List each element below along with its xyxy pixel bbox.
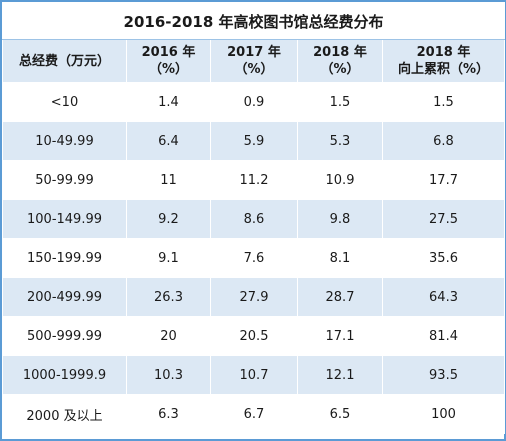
row-label: <10 [2,82,127,122]
table-cell: 9.1 [126,238,211,278]
table-row: 50-99.99 11 11.2 10.9 17.7 [2,160,506,200]
column-header-1-line-0: 2016 年 [141,45,196,60]
table-cell: 35.6 [381,238,506,278]
table-cell: 6.7 [210,394,298,434]
table-cell: 26.3 [126,277,211,317]
column-header-1: 2016 年 （%） [126,39,211,83]
table-cell: 17.1 [297,316,383,356]
table-cell: 28.7 [297,277,383,317]
table-cell: 17.7 [381,160,506,200]
table-cell: 9.2 [126,199,211,239]
table-cell: 1.5 [381,82,506,122]
table-cell: 6.5 [297,394,383,434]
column-header-3: 2018 年 （%） [297,39,383,83]
table-cell: 10.7 [210,355,298,395]
column-header-0: 总经费（万元） [2,39,127,83]
column-header-1-line-1: （%） [148,62,189,77]
table-cell: 11.2 [210,160,298,200]
table-cell: 93.5 [381,355,506,395]
table-cell: 64.3 [381,277,506,317]
table-cell: 6.8 [381,121,506,161]
column-header-3-line-1: （%） [320,62,360,77]
table-row: 2000 及以上 6.3 6.7 6.5 100 [2,394,506,434]
table-cell: 20 [126,316,211,356]
table-cell: 12.1 [297,355,383,395]
row-label: 200-499.99 [2,277,127,317]
table-cell: 0.9 [210,82,298,122]
table-cell: 27.9 [210,277,298,317]
table-cell: 20.5 [210,316,298,356]
table-row: 10-49.99 6.4 5.9 5.3 6.8 [2,121,506,161]
table-row: 150-199.99 9.1 7.6 8.1 35.6 [2,238,506,278]
table-cell: 81.4 [381,316,506,356]
table-cell: 27.5 [381,199,506,239]
table-cell: 5.3 [297,121,383,161]
table-row: 500-999.99 20 20.5 17.1 81.4 [2,316,506,356]
row-label: 1000-1999.9 [2,355,127,395]
table-cell: 7.6 [210,238,298,278]
table-cell: 100 [381,394,506,434]
table-cell: 1.4 [126,82,211,122]
table-title: 2016-2018 年高校图书馆总经费分布 [1,2,506,40]
column-header-2-line-0: 2017 年 [227,45,281,60]
row-label: 150-199.99 [2,238,127,278]
table-cell: 10.3 [126,355,211,395]
column-header-3-line-0: 2018 年 [313,45,367,60]
column-header-4-line-1: 向上累积（%） [397,62,490,77]
table-row: 200-499.99 26.3 27.9 28.7 64.3 [2,277,506,317]
table-body: <10 1.4 0.9 1.5 1.5 10-49.99 6.4 5.9 5.3 6.8 50-99… [2,82,506,434]
row-label: 2000 及以上 [2,394,127,434]
header-row: 总经费（万元） 2016 年（%） 2017 年（%） 2018 年（%） 2018 年… [2,39,506,83]
column-header-0-line-0: 总经费（万元） [18,53,110,69]
table-row: 100-149.99 9.2 8.6 9.8 27.5 [2,199,506,239]
funding-distribution-table: 2016-2018 年高校图书馆总经费分布 总经费（万元） 2016 年（%） 20… [1,2,506,434]
table-cell: 9.8 [297,199,383,239]
title-row: 2016-2018 年高校图书馆总经费分布 [1,2,506,40]
table-cell: 11 [126,160,211,200]
column-header-4-line-0: 2018 年 [416,45,471,60]
table-row: 1000-1999.9 10.3 10.7 12.1 93.5 [2,355,506,395]
table-row: <10 1.4 0.9 1.5 1.5 [2,82,506,122]
table-cell: 6.3 [126,394,211,434]
column-header-2-line-1: （%） [234,62,274,77]
row-label: 10-49.99 [2,121,127,161]
table-cell: 8.6 [210,199,298,239]
row-label: 50-99.99 [2,160,127,200]
row-label: 100-149.99 [2,199,127,239]
column-header-2: 2017 年 （%） [210,39,298,83]
table-cell: 5.9 [210,121,298,161]
row-label: 500-999.99 [2,316,127,356]
column-header-4: 2018 年向上累积（%） [381,39,506,83]
table-cell: 6.4 [126,121,211,161]
table-cell: 8.1 [297,238,383,278]
table-cell: 10.9 [297,160,383,200]
table-cell: 1.5 [297,82,383,122]
